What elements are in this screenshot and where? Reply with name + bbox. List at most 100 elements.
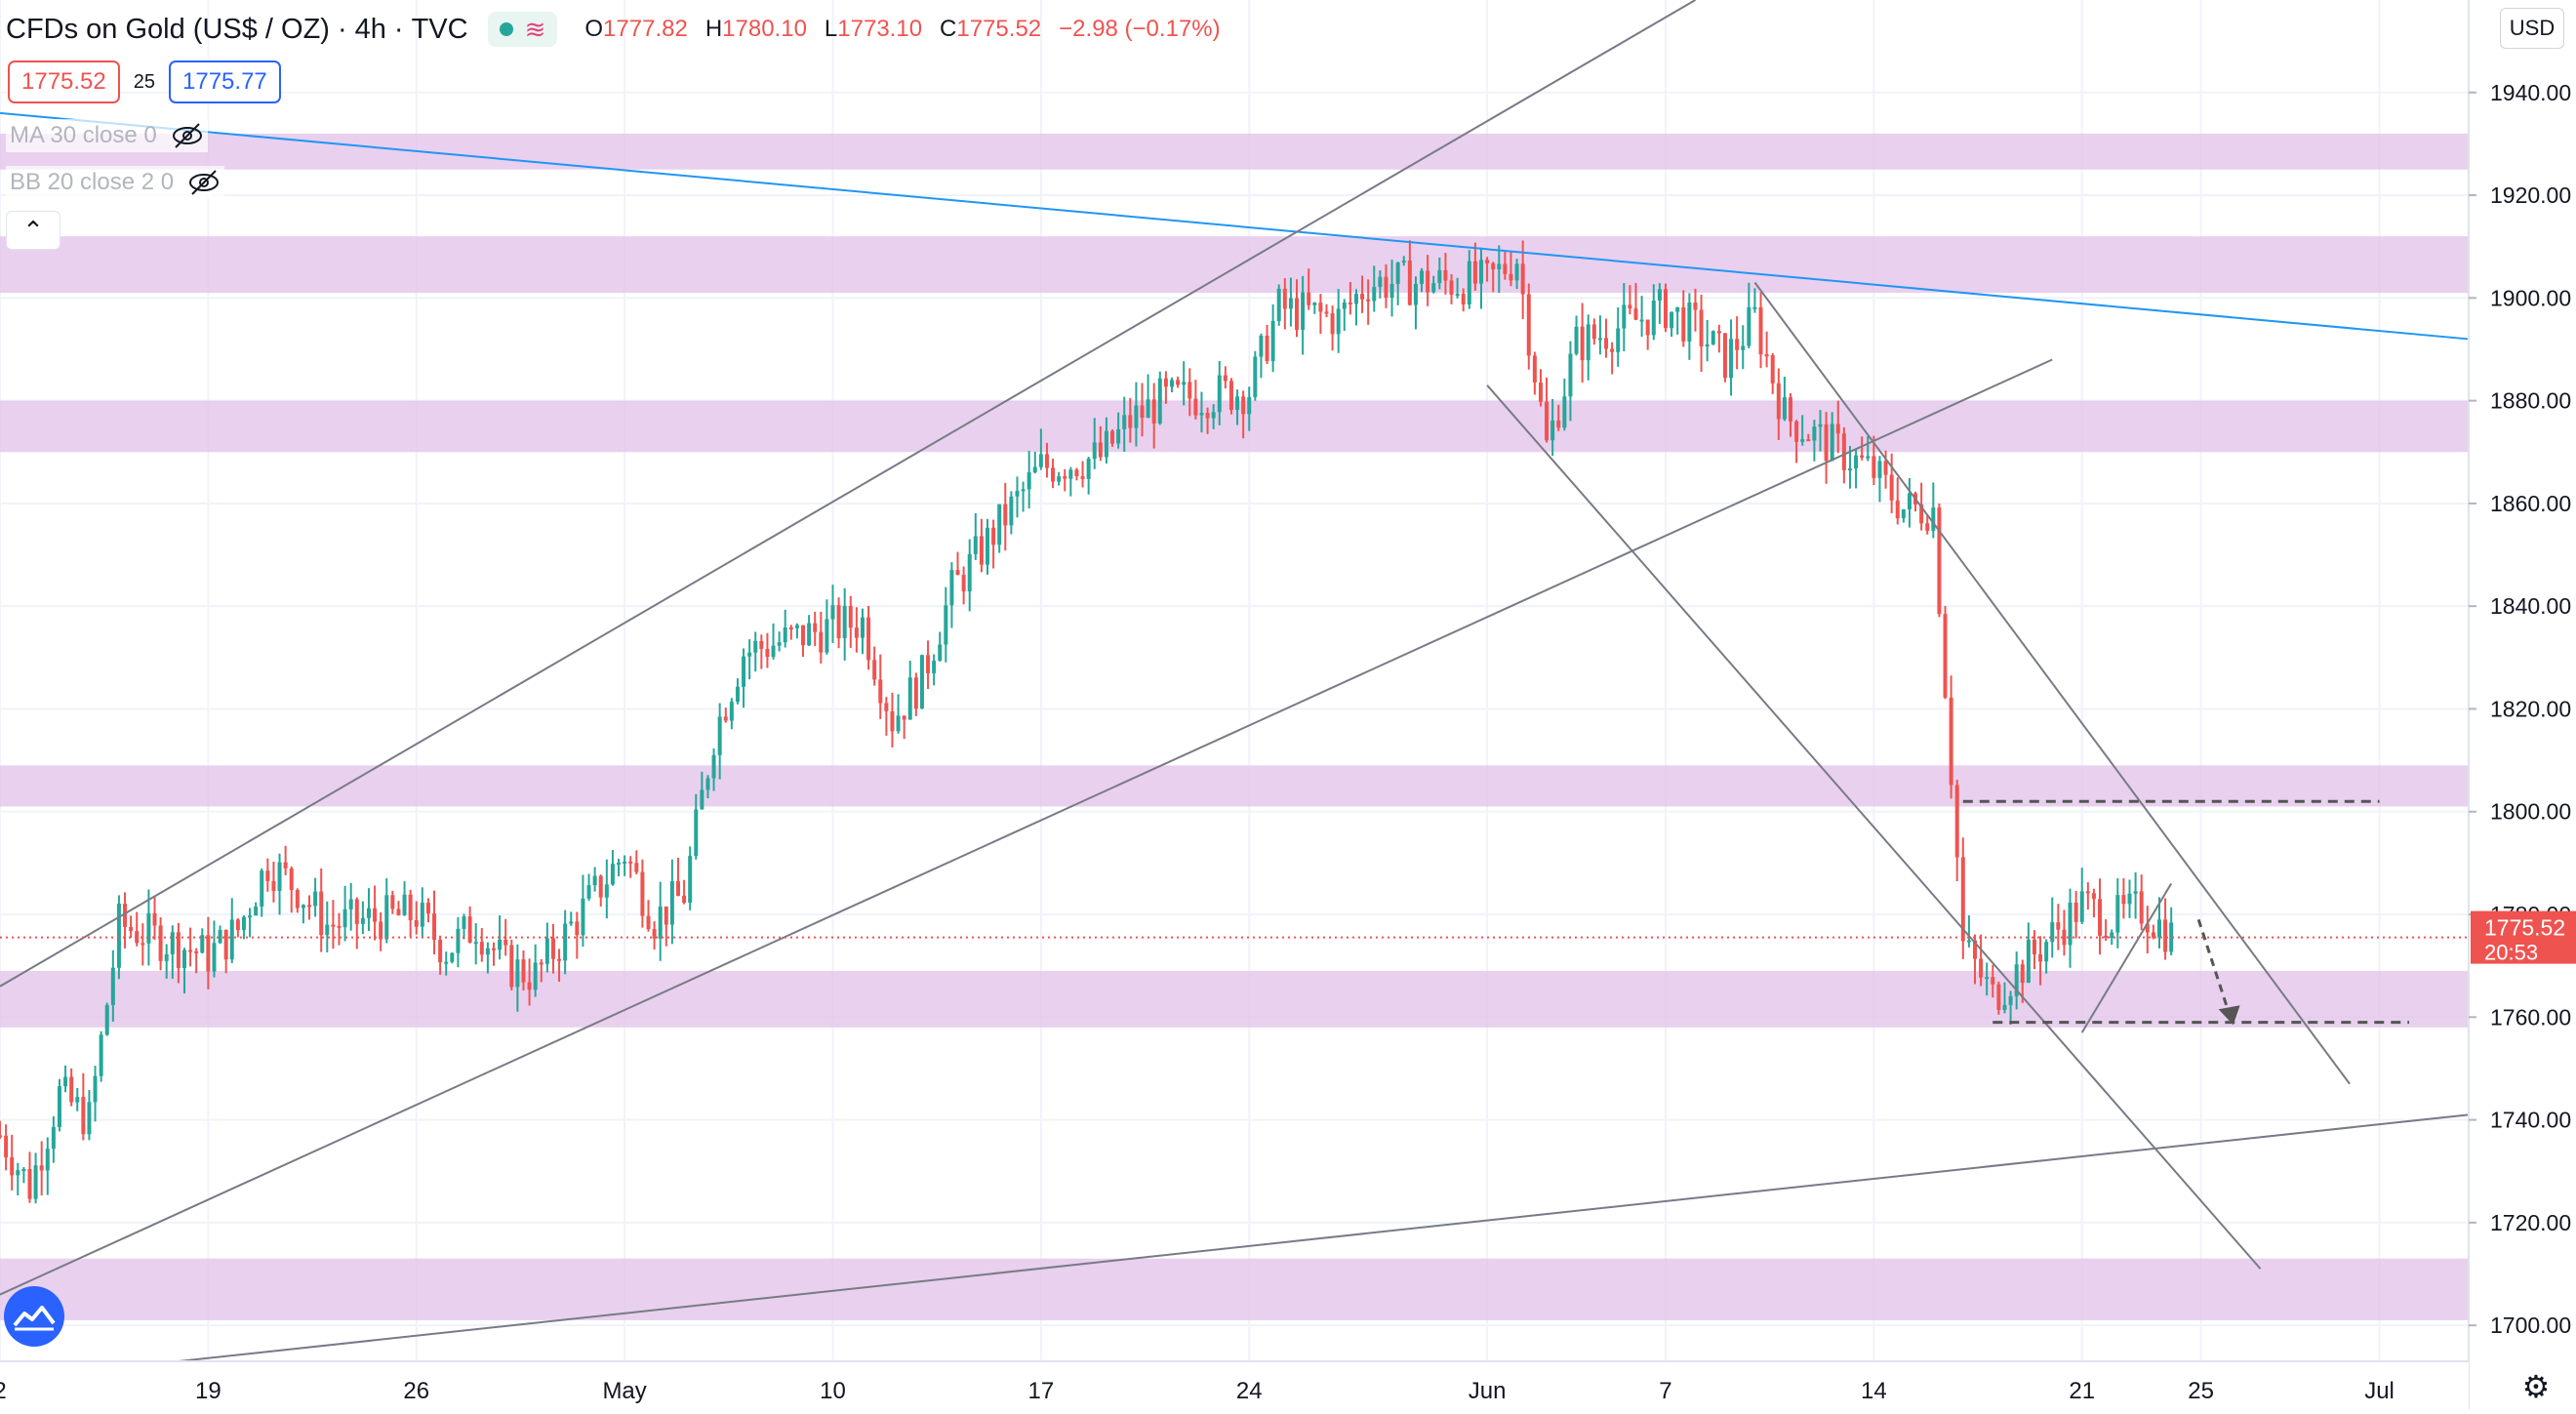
candle-body — [1068, 469, 1073, 479]
candle-body — [152, 912, 157, 926]
candle-body — [1729, 339, 1734, 379]
candle-body — [2056, 922, 2061, 930]
y-tick-label: 1840.00 — [2490, 593, 2571, 619]
eye-off-icon[interactable] — [187, 168, 221, 197]
candle-body — [1086, 459, 1091, 479]
candle-body — [438, 940, 443, 963]
candle-body — [1716, 331, 1721, 334]
candle-body — [1009, 496, 1014, 526]
candle-body — [694, 809, 699, 857]
candle-body — [592, 875, 597, 886]
candle-body — [1395, 263, 1400, 284]
collapse-legend-button[interactable]: ⌃ — [6, 211, 60, 250]
candle-body — [462, 916, 466, 929]
candle-body — [331, 924, 336, 927]
bar-countdown: 20:53 — [2484, 941, 2538, 965]
candle-body — [39, 1165, 44, 1171]
candle-body — [1080, 476, 1085, 479]
candle-body — [2133, 891, 2138, 894]
gear-icon[interactable]: ⚙ — [2521, 1369, 2551, 1404]
candle-body — [1532, 355, 1537, 383]
candle-body — [646, 915, 651, 930]
candle-body — [979, 536, 984, 565]
sell-price-button[interactable]: 1775.52 — [8, 61, 120, 103]
buy-price-button[interactable]: 1775.77 — [169, 61, 281, 103]
candle-body — [1645, 319, 1650, 336]
candle-body — [1877, 461, 1882, 478]
candle-body — [4, 1135, 9, 1158]
candle-body — [116, 903, 121, 968]
candle-body — [705, 778, 710, 790]
candle-body — [1681, 306, 1686, 342]
y-tick-label: 1940.00 — [2490, 80, 2571, 105]
candle-body — [700, 789, 704, 810]
candle-body — [533, 962, 538, 990]
candle-body — [788, 626, 793, 629]
candle-body — [563, 923, 568, 961]
change-value: −2.98 (−0.17%) — [1059, 16, 1221, 42]
candle-body — [2139, 891, 2144, 924]
candle-body — [45, 1149, 50, 1171]
candle-body — [1228, 381, 1233, 411]
time-axis — [0, 1361, 2469, 1409]
candle-body — [1437, 269, 1442, 284]
candle-body — [307, 905, 312, 908]
candle-body — [1931, 507, 1936, 531]
candle-body — [248, 915, 253, 918]
interval-label[interactable]: 4h — [354, 13, 386, 45]
candle-body — [1520, 263, 1525, 295]
candle-body — [794, 625, 799, 628]
market-status-pill[interactable]: ≋ — [487, 12, 558, 47]
candle-body — [337, 925, 342, 928]
candle-body — [1353, 294, 1358, 304]
header-separator-dot: · — [393, 13, 404, 45]
indicator-ma[interactable]: MA 30 close 0 — [6, 119, 208, 152]
candle-body — [373, 908, 378, 922]
candle-body — [1223, 375, 1228, 382]
candle-body — [1247, 396, 1252, 415]
candle-body — [1110, 430, 1115, 444]
candle-body — [301, 905, 305, 909]
candle-body — [675, 881, 680, 896]
candle-body — [342, 909, 347, 928]
candle-body — [2062, 929, 2067, 946]
symbol-name[interactable]: CFDs on Gold (US$ / OZ) — [6, 13, 330, 45]
x-tick-label: 14 — [1861, 1378, 1887, 1404]
candle-body — [1461, 294, 1466, 304]
eye-off-icon[interactable] — [171, 121, 204, 150]
candle-body — [723, 716, 728, 721]
candle-body — [848, 605, 853, 628]
candle-body — [1889, 474, 1894, 501]
candle-body — [1026, 472, 1031, 490]
candle-body — [1670, 311, 1674, 329]
candle-body — [890, 710, 895, 732]
x-tick-label: 17 — [1028, 1378, 1055, 1404]
candle-body — [1176, 380, 1181, 385]
candle-body — [99, 1034, 103, 1076]
candle-body — [717, 716, 722, 755]
candle-body — [735, 686, 740, 703]
candle-body — [1253, 356, 1258, 397]
candle-body — [1509, 273, 1513, 281]
candle-body — [432, 913, 437, 941]
candle-body — [51, 1126, 56, 1150]
tradingview-logo-icon[interactable] — [4, 1286, 64, 1347]
candle-body — [1693, 303, 1698, 310]
candle-body — [1657, 289, 1662, 301]
candle-body — [1235, 396, 1240, 411]
indicator-bb[interactable]: BB 20 close 2 0 — [6, 166, 225, 199]
candle-body — [1604, 338, 1609, 349]
y-tick-label: 1860.00 — [2490, 491, 2571, 516]
candle-body — [456, 928, 461, 953]
candle-body — [961, 575, 966, 592]
candle-body — [1282, 288, 1287, 309]
support-resistance-zone — [0, 765, 2469, 807]
candle-body — [759, 640, 764, 649]
currency-button[interactable]: USD — [2500, 8, 2564, 49]
candle-body — [1591, 324, 1596, 340]
candle-body — [2020, 964, 2025, 984]
candle-body — [181, 949, 186, 968]
candle-body — [2014, 964, 2019, 996]
